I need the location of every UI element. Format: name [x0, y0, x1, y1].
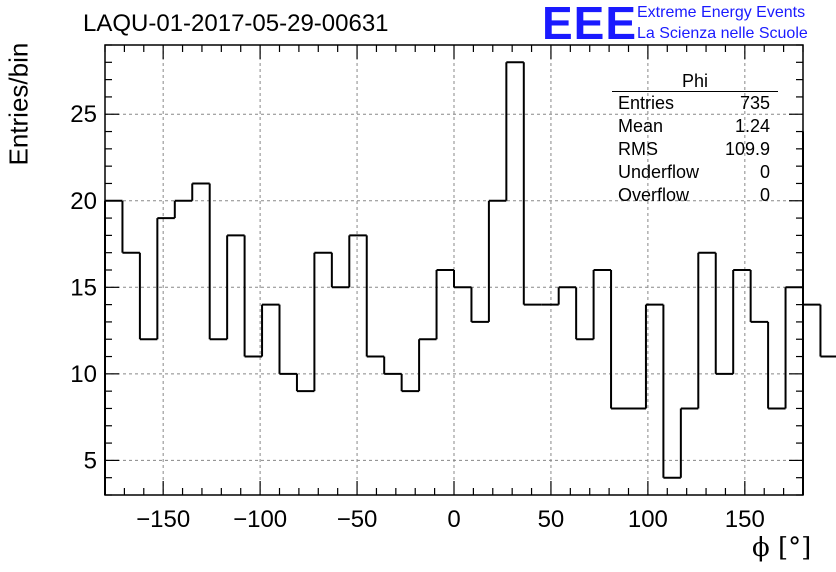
stats-label: Underflow — [618, 162, 700, 182]
stats-value: 735 — [739, 93, 770, 113]
eee-logo: EEE — [542, 0, 638, 49]
y-tick-label: 15 — [70, 274, 97, 301]
x-axis-label: ϕ [°] — [752, 533, 812, 563]
stats-row-underflow: Underflow 0 — [612, 161, 778, 184]
eee-logo-line1: Extreme Energy Events — [637, 4, 806, 21]
stats-row-overflow: Overflow 0 — [612, 184, 778, 207]
x-tick-label: −100 — [233, 506, 287, 533]
stats-label: RMS — [618, 139, 658, 159]
x-tick-label: −150 — [136, 506, 190, 533]
stats-value: 0 — [759, 185, 770, 205]
x-tick-label: 50 — [538, 506, 565, 533]
eee-logo-line2: La Scienza nelle Scuole — [637, 25, 808, 42]
y-axis-label: Entries/bin — [3, 42, 34, 166]
y-tick-label: 20 — [70, 188, 97, 215]
stats-label: Overflow — [618, 185, 690, 205]
stats-value: 1.24 — [734, 116, 770, 136]
stats-value: 109.9 — [724, 139, 770, 159]
stats-row-mean: Mean 1.24 — [612, 115, 778, 138]
x-tick-label: 150 — [725, 506, 765, 533]
stats-row-rms: RMS 109.9 — [612, 138, 778, 161]
y-tick-label: 5 — [84, 447, 97, 474]
x-tick-label: −50 — [337, 506, 378, 533]
stats-row-entries: Entries 735 — [612, 92, 778, 115]
stats-value: 0 — [759, 162, 770, 182]
stats-box: Phi Entries 735 Mean 1.24 RMS 109.9 Unde… — [612, 72, 778, 207]
chart-title: LAQU-01-2017-05-29-00631 — [83, 10, 389, 37]
x-tick-label: 100 — [628, 506, 668, 533]
stats-label: Mean — [618, 116, 664, 136]
stats-title: Phi — [612, 72, 778, 92]
x-tick-label: 0 — [447, 506, 460, 533]
stats-label: Entries — [618, 93, 675, 113]
y-tick-label: 25 — [70, 101, 97, 128]
y-tick-label: 10 — [70, 361, 97, 388]
